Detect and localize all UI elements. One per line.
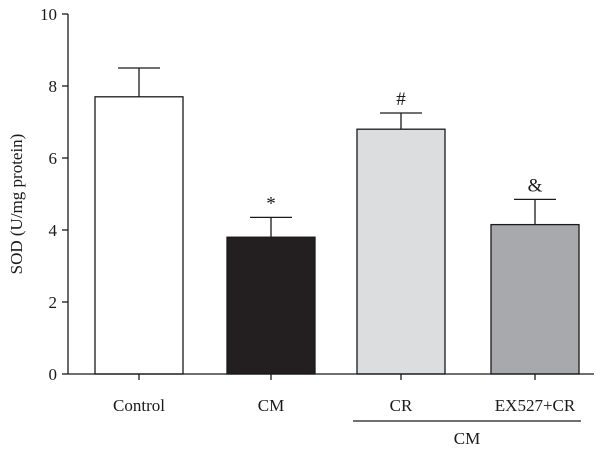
significance-mark-3: # (396, 89, 406, 110)
y-tick-label: 4 (49, 221, 58, 240)
x-tick-label: CR (390, 396, 413, 415)
bars: * # & (94, 67, 580, 375)
y-axis-title: SOD (U/mg protein) (7, 134, 26, 275)
bar-ex527-cr (490, 223, 580, 375)
significance-mark-4: & (528, 175, 543, 196)
x-tick-label: CM (258, 396, 284, 415)
significance-mark-2: * (266, 193, 276, 214)
y-ticks: 0 2 4 6 8 10 (40, 5, 68, 384)
y-tick-label: 8 (49, 77, 58, 96)
y-tick-label: 10 (40, 5, 57, 24)
group-bracket: CM (353, 420, 581, 448)
bar-cr (356, 128, 446, 375)
bar-cm (226, 236, 316, 375)
y-tick-label: 2 (49, 293, 58, 312)
x-tick-label: EX527+CR (495, 396, 576, 415)
x-tick-labels: Control CM CR EX527+CR (113, 374, 576, 415)
bar-control (94, 96, 184, 375)
group-bracket-label: CM (454, 429, 480, 448)
x-tick-label: Control (113, 396, 165, 415)
y-tick-label: 0 (49, 365, 58, 384)
y-axis: 0 2 4 6 8 10 (40, 5, 69, 384)
y-tick-label: 6 (49, 149, 58, 168)
